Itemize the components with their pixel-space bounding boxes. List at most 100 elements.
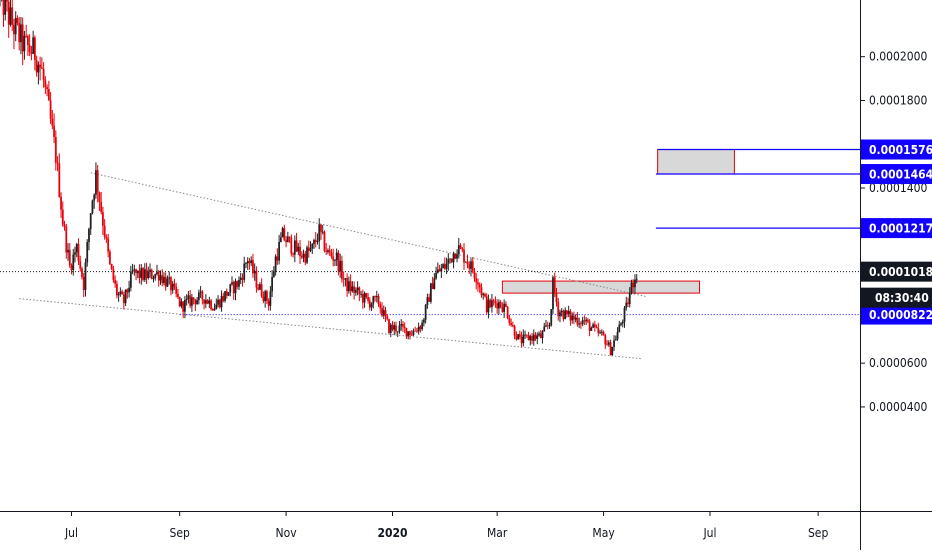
candle-body [431,283,434,290]
candle-body [231,282,233,285]
candle [119,287,122,297]
candle [513,324,516,340]
candle-body [325,250,328,252]
candle [416,327,418,333]
candle-body [511,325,514,327]
candle-body [115,283,118,296]
candle-body [520,337,523,344]
candle-body [557,302,560,317]
candle-body [498,302,500,309]
candle [54,130,57,171]
candle-body [407,331,410,337]
candle [344,278,347,287]
candle [145,262,148,284]
candle-body [178,296,181,307]
candle [42,62,45,88]
candle-body [39,64,42,68]
candle [264,289,267,308]
candle-body [616,332,619,340]
candle-body [361,294,364,303]
candle [574,314,577,323]
candle [501,302,504,313]
candle-body [414,330,417,332]
candle [33,35,36,71]
candle-body [621,321,624,324]
candle [356,281,359,296]
candle-body [504,303,507,307]
candle-body [86,241,89,263]
candle [429,282,432,304]
candle [353,281,356,300]
candle [623,305,626,328]
candle [309,241,312,253]
candle-body [630,282,633,294]
price-level-badge-1: 0.0001464 [861,164,932,185]
candle-body [262,296,265,302]
candle-body [569,311,572,321]
candle-body [204,300,207,304]
candle [150,268,153,280]
candle [93,193,96,209]
y-tick-label-1: 0.0000600 [869,356,927,370]
candle-body [506,306,509,319]
candle [16,15,19,26]
candle-body [51,118,54,126]
candle [327,248,329,255]
candle-body [157,271,160,281]
candle-body [508,318,511,324]
candle-body [429,283,432,302]
candle [480,283,483,298]
candle [625,296,628,311]
candle [110,263,113,271]
candle-body [534,334,537,339]
candle [257,283,260,291]
candle [510,318,513,327]
candle [616,327,619,341]
candle-body [108,251,111,264]
candle-body [253,270,256,274]
candle [65,223,68,259]
candle-body [175,286,178,294]
zone-rect-0 [657,149,735,175]
candle-body [372,296,375,304]
candle-body [72,254,75,270]
candle-body [81,268,83,277]
candle [473,267,476,282]
candle-body [590,327,593,331]
candle-body [327,250,329,252]
candle [421,319,424,331]
candle [86,239,89,267]
x-tick-label-0: Jul [64,526,78,540]
candle-body [334,260,336,261]
candle [496,299,499,314]
candle-body [210,300,212,309]
candle [39,56,42,81]
candle-body [545,325,547,327]
candle-body [438,269,441,272]
candle-body [4,0,7,15]
candle [232,280,235,300]
zone-rect-1 [501,280,701,294]
candle [491,294,493,313]
candle [56,156,59,172]
candle-body [61,209,64,225]
candle [440,263,443,279]
candle [511,321,514,328]
candle [461,246,464,253]
candle [253,263,256,281]
price-level-badge-3-bg [861,304,932,325]
candle [89,212,92,235]
candle-body [241,277,244,280]
candle-body [396,331,399,333]
candle-body [252,260,254,274]
candle [539,330,542,339]
candle [60,192,62,218]
candle [171,280,174,294]
candle-body [307,247,310,251]
candle-body [300,256,303,258]
candle-body [27,35,29,46]
candle-body [632,282,635,288]
candle [224,291,226,303]
candle [149,263,151,278]
candle-body [211,308,214,311]
